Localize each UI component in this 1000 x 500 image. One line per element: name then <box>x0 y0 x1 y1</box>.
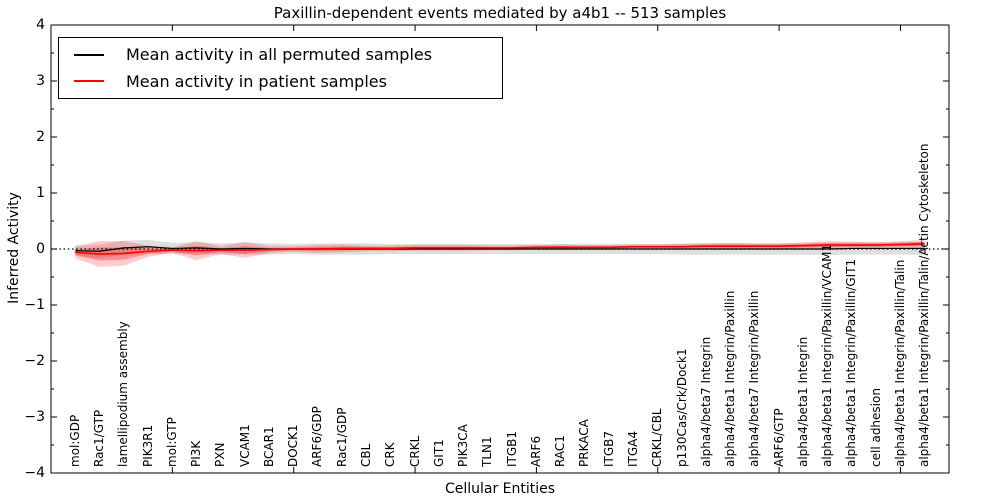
legend-entry-permuted: Mean activity in all permuted samples <box>74 45 502 64</box>
y-tick-label: 3 <box>36 73 45 89</box>
x-category-label: mol:GDP <box>67 414 82 467</box>
x-category-label: alpha4/beta1 Integrin/Paxillin/Talin/Act… <box>917 143 932 467</box>
y-tick-label: 0 <box>36 241 45 257</box>
y-tick-label: 1 <box>36 185 45 201</box>
y-tick-label: −2 <box>24 353 45 369</box>
x-category-label: p130Cas/Crk/Dock1 <box>674 348 689 467</box>
x-category-label: PIK3R1 <box>140 424 155 467</box>
x-category-label: ITGB7 <box>601 430 616 467</box>
x-category-label: CRKL <box>407 435 422 467</box>
x-category-label: Rac1/GTP <box>92 409 107 467</box>
x-category-label: PRKACA <box>577 419 592 467</box>
y-tick-label: −1 <box>24 297 45 313</box>
black-line-sample-icon <box>74 53 104 56</box>
x-category-label: RAC1 <box>553 435 568 467</box>
x-category-label: ARF6/GDP <box>310 406 325 467</box>
x-category-label: Rac1/GDP <box>334 407 349 467</box>
x-category-label: alpha4/beta1 Integrin/Paxillin/GIT1 <box>844 258 859 467</box>
x-category-label: GIT1 <box>431 439 446 467</box>
y-tick-label: 2 <box>36 129 45 145</box>
x-category-label: PIK3CA <box>456 424 471 467</box>
x-category-label: ARF6 <box>528 435 543 467</box>
legend-label-patient: Mean activity in patient samples <box>126 71 387 91</box>
legend-entry-patient: Mean activity in patient samples <box>74 72 502 91</box>
x-category-label: CRK <box>383 442 398 467</box>
legend-label-permuted: Mean activity in all permuted samples <box>126 45 433 65</box>
x-category-label: alpha4/beta1 Integrin <box>795 336 810 467</box>
red-line-sample-icon <box>74 80 104 83</box>
x-category-label: BCAR1 <box>261 426 276 467</box>
x-category-label: ITGA4 <box>625 430 640 467</box>
x-category-label: alpha4/beta1 Integrin/Paxillin <box>723 290 738 467</box>
x-category-label: ARF6/GTP <box>771 408 786 467</box>
x-category-label: ITGB1 <box>504 430 519 467</box>
x-category-label: alpha4/beta1 Integrin/Paxillin/VCAM1 <box>820 243 835 467</box>
x-category-label: alpha4/beta7 Integrin/Paxillin <box>747 290 762 467</box>
x-category-label: cell adhesion <box>868 388 883 467</box>
chart-title: Paxillin-dependent events mediated by a4… <box>273 4 727 22</box>
x-category-label: DOCK1 <box>286 424 301 467</box>
patient-mean-line <box>75 243 925 255</box>
x-category-label: VCAM1 <box>237 424 252 467</box>
x-category-label: CRKL/CBL <box>650 408 665 467</box>
legend-box: Mean activity in all permuted samples Me… <box>58 37 503 99</box>
x-axis-label: Cellular Entities <box>444 481 556 497</box>
x-category-label: alpha4/beta1 Integrin/Paxillin/Talin <box>892 259 907 467</box>
x-category-label: PXN <box>213 442 228 467</box>
y-tick-label: −3 <box>24 409 45 425</box>
y-tick-label: 4 <box>36 17 45 33</box>
x-category-label: mol:GTP <box>164 417 179 467</box>
x-category-label: CBL <box>359 443 373 467</box>
x-category-label: alpha4/beta7 Integrin <box>698 336 713 467</box>
x-category-label: TLN1 <box>480 436 495 467</box>
permuted-mean-line <box>75 246 925 252</box>
x-category-label: PI3K <box>189 440 204 467</box>
x-category-label: lamellipodium assembly <box>116 321 131 467</box>
y-tick-label: −4 <box>24 465 45 481</box>
